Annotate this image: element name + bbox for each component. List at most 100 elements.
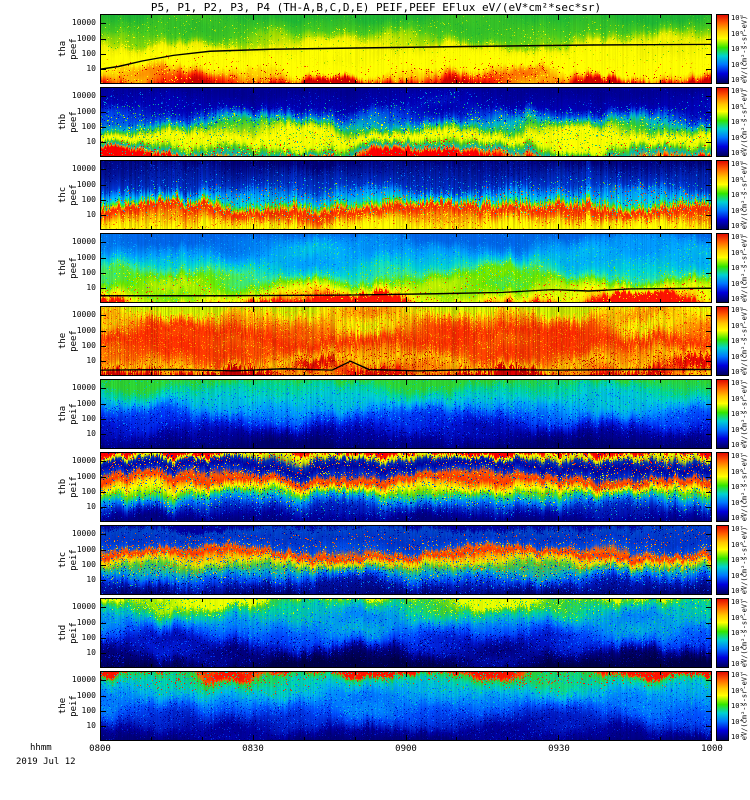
colorbar-unit-tha-peef: eV/(cm²-s-sr-eV) xyxy=(740,15,749,83)
y-tick-label: 1000 xyxy=(76,618,96,627)
colorbar-tick-label: 10⁶ xyxy=(731,614,744,622)
colorbar-tick-label: 10⁷ xyxy=(731,264,744,272)
colorbar-tick-label: 10⁸ xyxy=(731,322,744,330)
y-tick-label: 10000 xyxy=(71,310,96,319)
colorbar-tick-label: 10⁹ xyxy=(731,160,744,168)
date-label: 2019 Jul 12 xyxy=(16,757,76,767)
colorbar-tha-peif xyxy=(716,379,729,449)
y-tick-label: 1000 xyxy=(76,545,96,554)
colorbar-tick-label: 10⁷ xyxy=(731,598,744,606)
x-axis: 0800 0830 0900 0930 1000 xyxy=(0,743,750,755)
spectrogram-canvas-thc-peif xyxy=(100,525,712,595)
y-tick-label: 100 xyxy=(81,706,96,715)
panel-row-tha-peef: tha peef 10000 1000 100 10 10⁹ 10⁸ 10⁷ 10⁶ 10⁵ eV/(… xyxy=(0,14,750,84)
colorbar-unit-the-peef: eV/(cm²-s-sr-eV) xyxy=(740,307,749,375)
y-tick-label: 10 xyxy=(86,721,96,730)
y-tick-label: 10000 xyxy=(71,237,96,246)
colorbar-tick-label: 10⁶ xyxy=(731,395,744,403)
colorbar-tick-label: 10⁵ xyxy=(731,410,744,418)
y-tick-label: 10 xyxy=(86,575,96,584)
spectrogram-canvas-thb-peif xyxy=(100,452,712,522)
x-tick-label: 0930 xyxy=(548,744,570,754)
panel-row-thc-peif: thc peif 10000 1000 100 10 10⁷ 10⁶ 10⁵ 10⁴ 10³ eV/(… xyxy=(0,525,750,595)
colorbar-tick-label: 10⁹ xyxy=(731,87,744,95)
x-tick-label: 0830 xyxy=(242,744,264,754)
colorbar-tick-label: 10⁴ xyxy=(731,572,744,580)
colorbar-tick-label: 10⁴ xyxy=(731,718,744,726)
y-tick-label: 100 xyxy=(81,487,96,496)
colorbar-tick-label: 10⁶ xyxy=(731,134,744,142)
colorbar-tick-label: 10⁶ xyxy=(731,207,744,215)
y-tick-label: 100 xyxy=(81,414,96,423)
y-tick-label: 100 xyxy=(81,341,96,350)
y-tick-label: 100 xyxy=(81,560,96,569)
colorbar-tick-label: 10⁶ xyxy=(731,468,744,476)
y-tick-label: 10 xyxy=(86,502,96,511)
y-tick-label: 1000 xyxy=(76,326,96,335)
colorbar-tick-label: 10⁶ xyxy=(731,687,744,695)
y-tick-label: 10 xyxy=(86,356,96,365)
colorbar-tick-label: 10⁷ xyxy=(731,525,744,533)
y-tick-label: 10000 xyxy=(71,383,96,392)
y-tick-label: 10000 xyxy=(71,456,96,465)
colorbar-tick-label: 10⁴ xyxy=(731,426,744,434)
colorbar-unit-thb-peef: eV/(cm²-s-sr-eV) xyxy=(740,88,749,156)
panels-stack: tha peef 10000 1000 100 10 10⁹ 10⁸ 10⁷ 10⁶ 10⁵ eV/(… xyxy=(0,14,750,741)
y-tick-label: 1000 xyxy=(76,107,96,116)
y-tick-label: 10000 xyxy=(71,164,96,173)
colorbar-tick-label: 10⁶ xyxy=(731,280,744,288)
colorbar-tick-label: 10⁶ xyxy=(731,541,744,549)
panel-row-thc-peef: thc peef 10000 1000 100 10 10⁹ 10⁸ 10⁷ 10⁶ 10⁵ eV/(… xyxy=(0,160,750,230)
colorbar-tick-label: 10³ xyxy=(731,660,744,668)
colorbar-tick-label: 10³ xyxy=(731,514,744,522)
y-tick-label: 10 xyxy=(86,64,96,73)
colorbar-tick-label: 10⁴ xyxy=(731,645,744,653)
colorbar-thd-peef xyxy=(716,233,729,303)
colorbar-tick-label: 10⁹ xyxy=(731,306,744,314)
y-tick-label: 1000 xyxy=(76,180,96,189)
colorbar-tick-label: 10⁵ xyxy=(731,483,744,491)
colorbar-unit-thd-peif: eV/(cm²-s-sr-eV) xyxy=(740,599,749,667)
panel-row-the-peif: the peif 10000 1000 100 10 10⁷ 10⁶ 10⁵ 10⁴ 10³ eV/(… xyxy=(0,671,750,741)
spectrogram-canvas-thd-peef xyxy=(100,233,712,303)
colorbar-tick-label: 10⁶ xyxy=(731,353,744,361)
colorbar-tick-label: 10³ xyxy=(731,733,744,741)
x-axis-label: hhmm xyxy=(30,743,52,753)
colorbar-tick-label: 10⁴ xyxy=(731,499,744,507)
spectrogram-canvas-tha-peef xyxy=(100,14,712,84)
y-tick-label: 100 xyxy=(81,633,96,642)
colorbar-tick-label: 10³ xyxy=(731,587,744,595)
colorbar-tick-label: 10⁹ xyxy=(731,233,744,241)
y-tick-label: 1000 xyxy=(76,34,96,43)
colorbar-unit-the-peif: eV/(cm²-s-sr-eV) xyxy=(740,672,749,740)
colorbar-tick-label: 10⁵ xyxy=(731,295,744,303)
figure-title: P5, P1, P2, P3, P4 (TH-A,B,C,D,E) PEIF,P… xyxy=(150,1,602,14)
y-tick-label: 1000 xyxy=(76,253,96,262)
x-tick-label: 0900 xyxy=(395,744,417,754)
panel-row-tha-peif: tha peif 10000 1000 100 10 10⁷ 10⁶ 10⁵ 10⁴ 10³ eV/(… xyxy=(0,379,750,449)
y-tick-label: 10000 xyxy=(71,602,96,611)
colorbar-tick-label: 10⁸ xyxy=(731,176,744,184)
colorbar-unit-thb-peif: eV/(cm²-s-sr-eV) xyxy=(740,453,749,521)
colorbar-thd-peif xyxy=(716,598,729,668)
colorbar-tick-label: 10⁷ xyxy=(731,191,744,199)
y-tick-label: 100 xyxy=(81,195,96,204)
y-tick-label: 10 xyxy=(86,210,96,219)
colorbar-thc-peif xyxy=(716,525,729,595)
spectrogram-canvas-the-peif xyxy=(100,671,712,741)
colorbar-tick-label: 10⁵ xyxy=(731,76,744,84)
colorbar-unit-thd-peef: eV/(cm²-s-sr-eV) xyxy=(740,234,749,302)
colorbar-tick-label: 10³ xyxy=(731,441,744,449)
colorbar-tick-label: 10⁵ xyxy=(731,368,744,376)
colorbar-thb-peef xyxy=(716,87,729,157)
colorbar-tick-label: 10⁵ xyxy=(731,629,744,637)
colorbar-unit-thc-peif: eV/(cm²-s-sr-eV) xyxy=(740,526,749,594)
y-tick-label: 10000 xyxy=(71,529,96,538)
y-tick-label: 10 xyxy=(86,429,96,438)
spectrogram-canvas-thc-peef xyxy=(100,160,712,230)
y-tick-label: 10000 xyxy=(71,91,96,100)
y-tick-label: 1000 xyxy=(76,691,96,700)
colorbar-tick-label: 10⁸ xyxy=(731,30,744,38)
colorbar-tha-peef xyxy=(716,14,729,84)
colorbar-tick-label: 10⁵ xyxy=(731,702,744,710)
